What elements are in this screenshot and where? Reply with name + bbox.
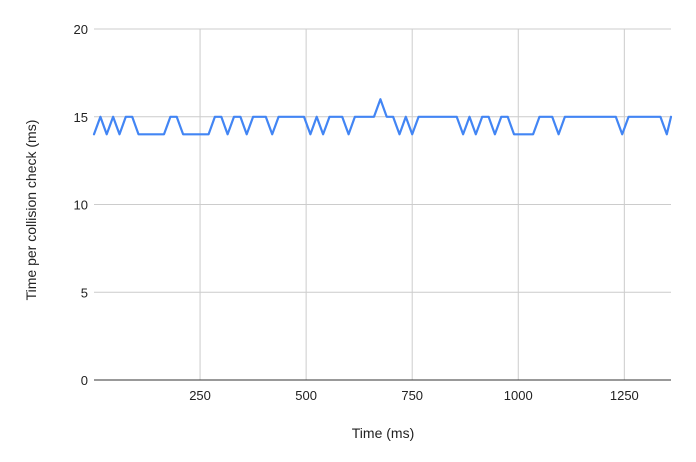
x-tick-label: 250 <box>189 388 211 403</box>
y-tick-label: 10 <box>74 198 88 213</box>
x-tick-label: 1250 <box>610 388 639 403</box>
y-tick-label: 5 <box>81 285 88 300</box>
y-tick-label: 15 <box>74 110 88 125</box>
x-tick-label: 750 <box>401 388 423 403</box>
x-axis-title: Time (ms) <box>352 425 414 441</box>
y-tick-label: 20 <box>74 22 88 37</box>
tick-labels: 0 5 10 15 20 250 500 750 1000 1250 <box>74 22 639 403</box>
y-axis-title: Time per collision check (ms) <box>23 120 39 301</box>
x-tick-label: 1000 <box>504 388 533 403</box>
x-tick-label: 500 <box>295 388 317 403</box>
series-group <box>92 98 673 136</box>
series-line <box>92 98 673 136</box>
gridlines <box>94 28 671 380</box>
y-tick-label: 0 <box>81 373 88 388</box>
